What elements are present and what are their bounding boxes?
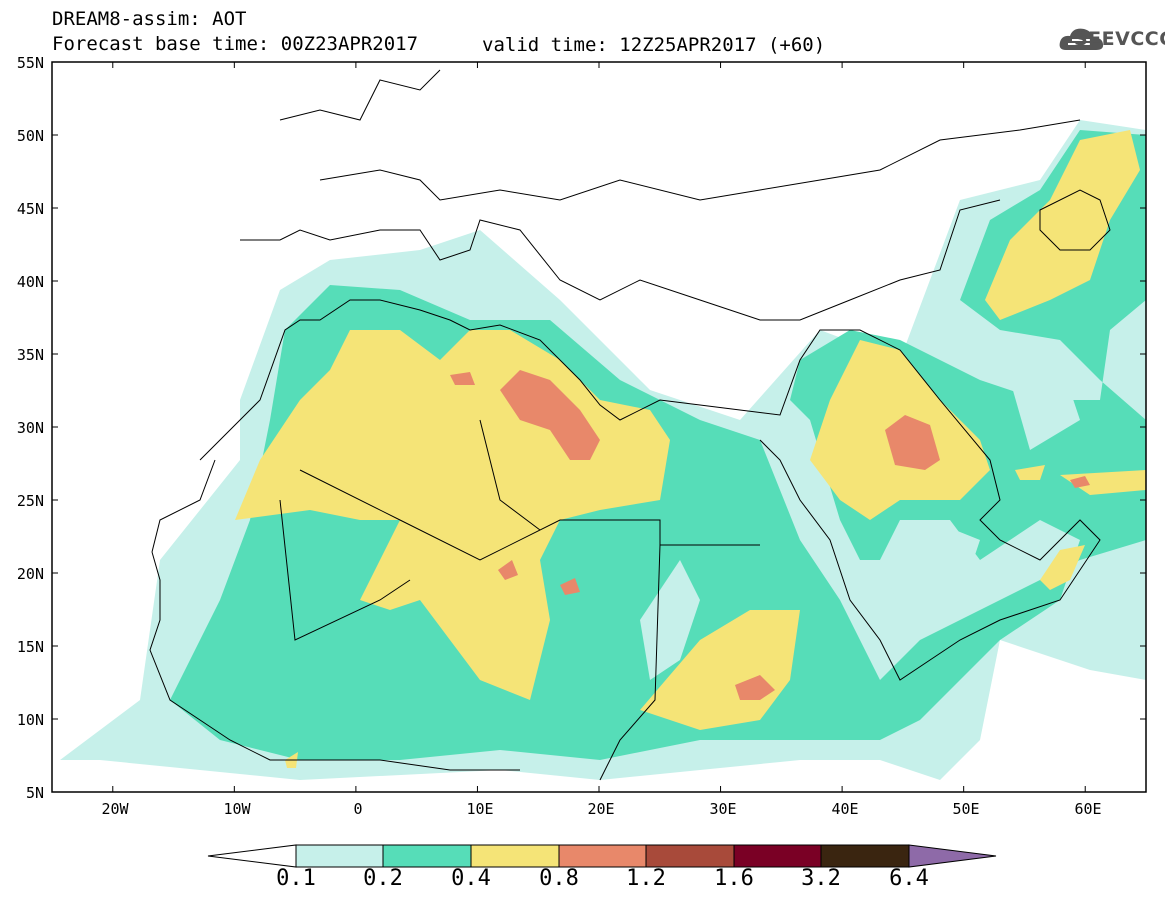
colorbar-label: 0.8 [539, 866, 579, 891]
lon-label: 50E [952, 800, 980, 818]
colorbar-segment-0.8 [558, 844, 647, 868]
colorbar-label: 0.1 [276, 866, 316, 891]
colorbar-label: 6.4 [889, 866, 929, 891]
lat-label: 30N [16, 419, 44, 437]
colorbar-segment-1.2 [645, 844, 735, 868]
lat-label: 5N [25, 784, 44, 802]
seevccc-logo-text: SEEVCCC [1074, 28, 1165, 50]
chart-title: DREAM8-assim: AOT [52, 8, 247, 30]
aot-fields [52, 62, 1146, 792]
colorbar-label: 0.4 [451, 866, 491, 891]
lon-label: 60E [1074, 800, 1102, 818]
colorbar-segment-3.2 [820, 844, 910, 868]
coastlines [149, 69, 1111, 781]
lat-label: 15N [16, 638, 44, 656]
colorbar [207, 844, 997, 868]
colorbar-label: 3.2 [801, 866, 841, 891]
lat-label: 40N [16, 273, 44, 291]
lon-label: 0 [353, 800, 363, 818]
colorbar-upper-extension [908, 844, 997, 868]
forecast-base-time: Forecast base time: 00Z23APR2017 [52, 33, 419, 55]
valid-time: valid time: 12Z25APR2017 (+60) [482, 34, 826, 56]
colorbar-segment-0.2 [382, 844, 472, 868]
cloud-icon [1059, 28, 1104, 50]
colorbar-label: 1.6 [714, 866, 754, 891]
colorbar-segment-1.6 [733, 844, 822, 868]
lon-label: 40E [831, 800, 859, 818]
colorbar-label: 1.2 [626, 866, 666, 891]
lon-label: 10E [466, 800, 494, 818]
lat-label: 50N [16, 127, 44, 145]
lon-label: 30E [709, 800, 737, 818]
colorbar-lower-extension [207, 844, 297, 868]
colorbar-segment-0.1 [295, 844, 384, 868]
lon-label: 20W [101, 800, 129, 818]
lat-label: 35N [16, 346, 44, 364]
colorbar-label: 0.2 [363, 866, 403, 891]
lat-label: 45N [16, 200, 44, 218]
lat-label: 20N [16, 565, 44, 583]
lon-label: 20E [587, 800, 615, 818]
lon-label: 10W [223, 800, 251, 818]
lat-label: 25N [16, 492, 44, 510]
aot-contour-0.8 [500, 370, 600, 460]
lat-label: 10N [16, 711, 44, 729]
colorbar-segment-0.4 [470, 844, 560, 868]
lat-label: 55N [16, 54, 44, 72]
